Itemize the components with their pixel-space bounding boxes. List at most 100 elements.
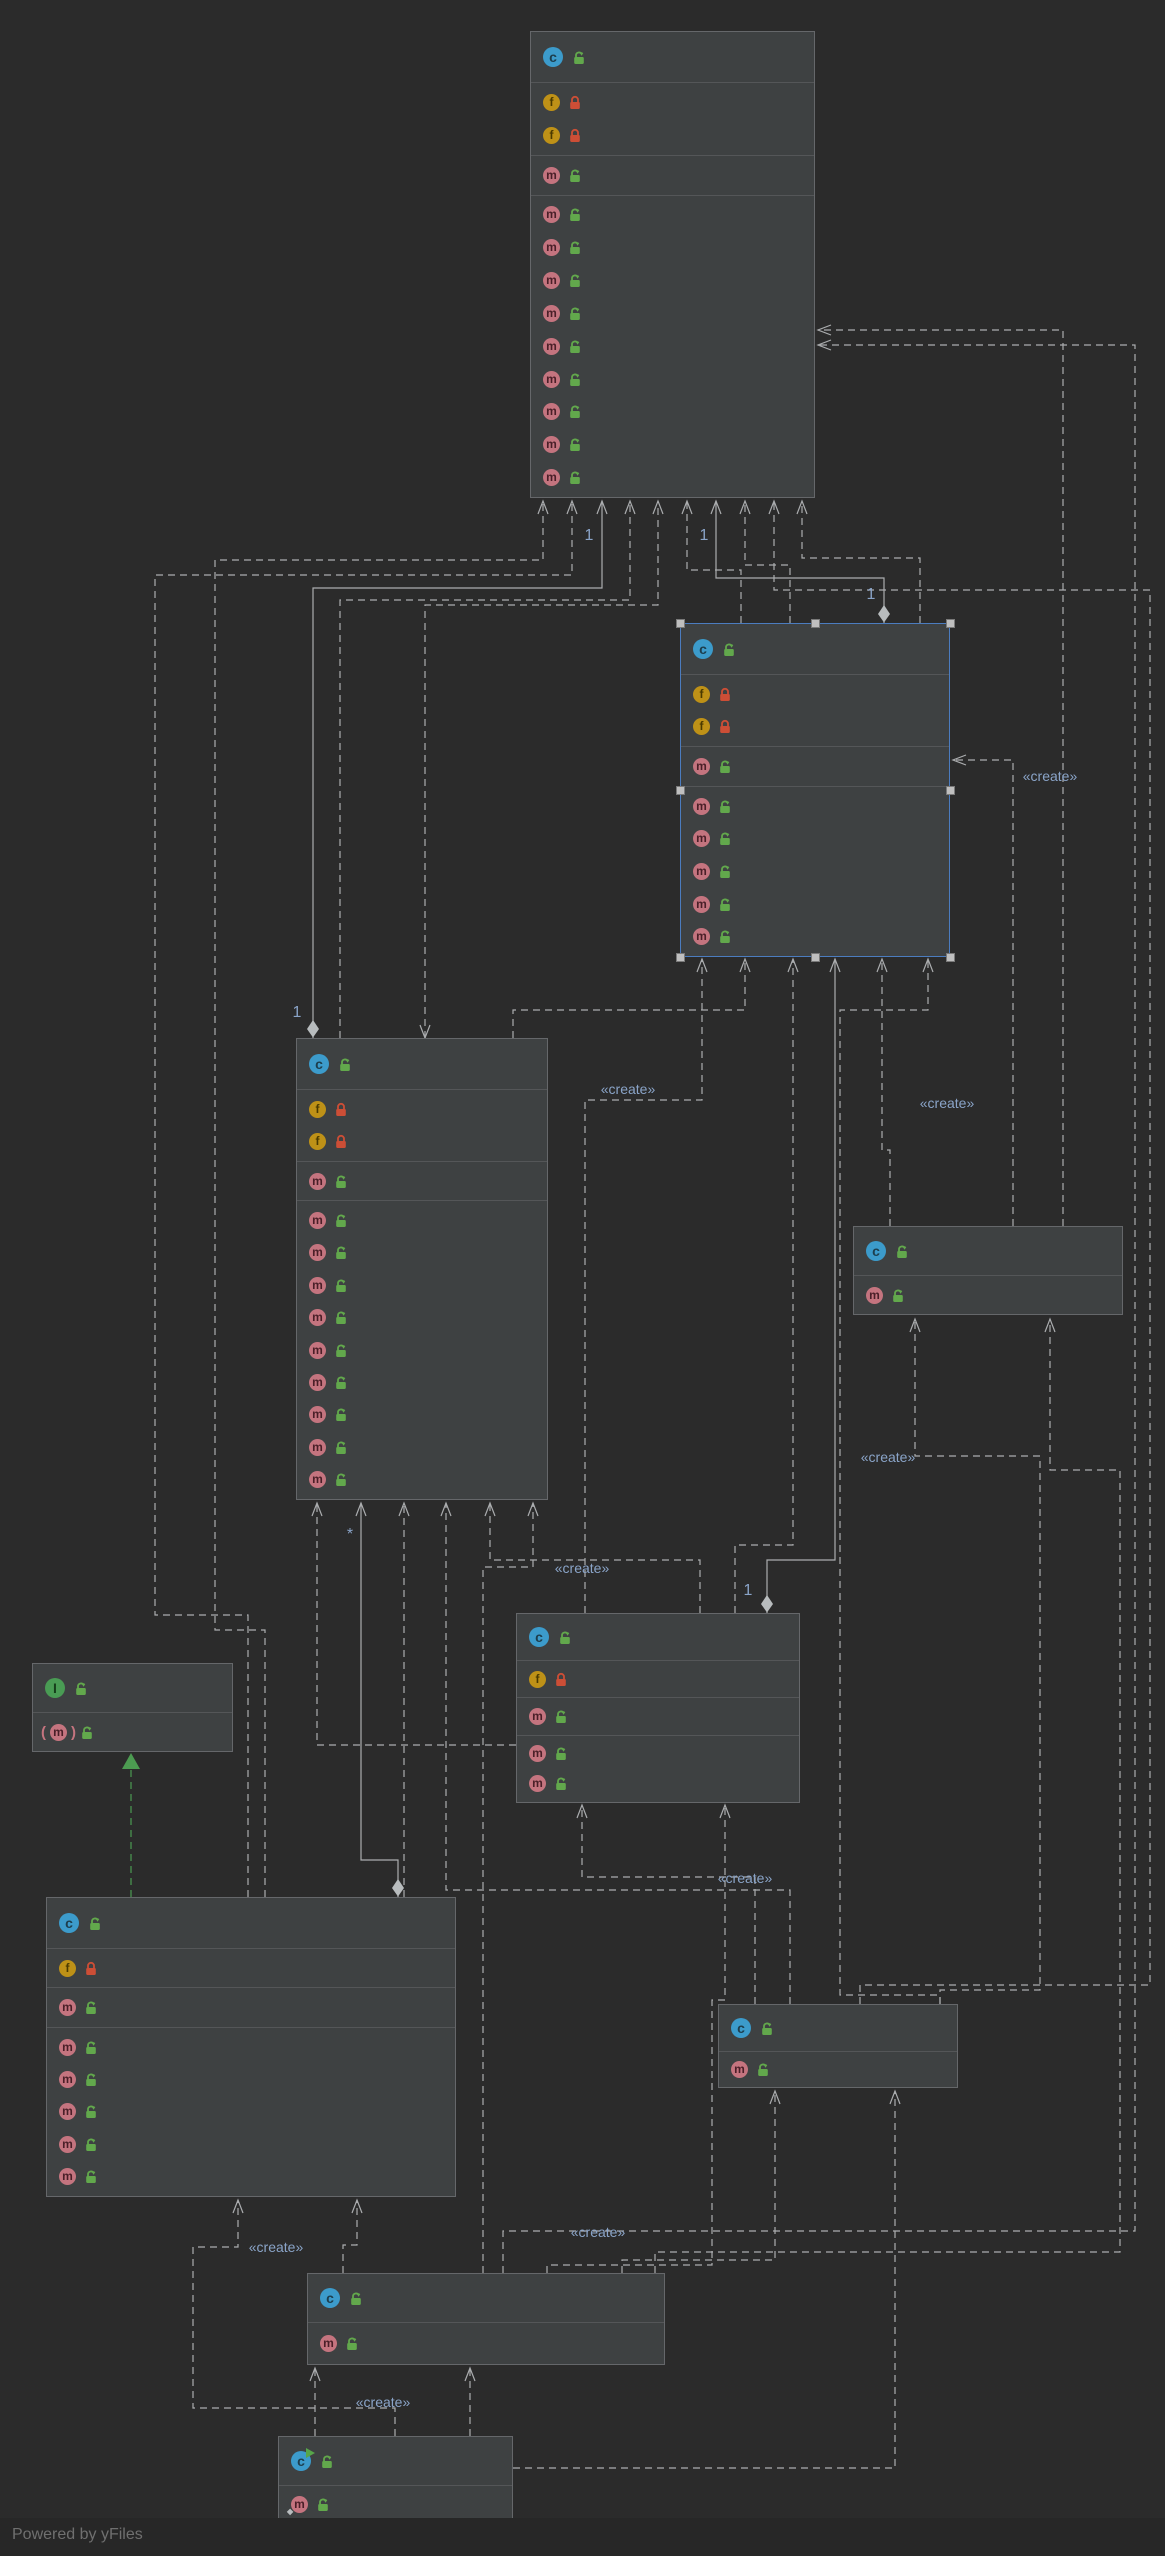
open-arrowhead-icon [232, 2198, 244, 2214]
member-row: m [297, 1165, 547, 1197]
class-header[interactable]: c [531, 32, 814, 82]
class-icon: c [543, 47, 563, 67]
public-lock-icon [570, 406, 580, 419]
open-arrowhead-icon [398, 1501, 410, 1517]
selection-handle[interactable] [945, 952, 955, 962]
ctors-compartment: m [681, 746, 949, 786]
member-row: m [297, 1431, 547, 1463]
class-node-function[interactable]: I (m) [32, 1663, 233, 1752]
dependency-edge [621, 2091, 776, 2273]
public-lock-icon [336, 1279, 346, 1292]
selection-handle[interactable] [945, 785, 955, 795]
class-header[interactable]: c [854, 1227, 1122, 1275]
class-header[interactable]: c [47, 1898, 455, 1948]
method-icon: m [320, 2335, 337, 2352]
dependency-edge [316, 1503, 516, 1746]
method-icon: m [59, 2070, 76, 2088]
open-arrowhead-icon [355, 1501, 367, 1517]
private-lock-icon [556, 1672, 566, 1686]
member-row: m [681, 855, 949, 888]
dependency-edge [686, 501, 742, 623]
ctors-compartment: m [517, 1697, 799, 1734]
class-header[interactable]: c [297, 1039, 547, 1089]
method-icon: m [529, 1707, 546, 1725]
field-icon: f [529, 1670, 546, 1688]
selection-handle[interactable] [945, 618, 955, 628]
public-lock-icon [347, 2337, 357, 2350]
dependency-edge [424, 501, 659, 1038]
open-arrowhead-icon [787, 957, 799, 973]
open-arrowhead-icon [909, 1317, 921, 1333]
public-lock-icon [336, 1214, 346, 1227]
class-header[interactable]: c [308, 2274, 664, 2322]
status-bar: Powered by yFiles [0, 2518, 1165, 2556]
public-lock-icon [570, 340, 580, 353]
method-icon: m [309, 1309, 326, 1327]
public-lock-icon [570, 241, 580, 255]
field-icon: f [59, 1959, 76, 1977]
public-lock-icon [336, 1409, 346, 1422]
method-icon: m [693, 928, 710, 946]
member-row: m [531, 330, 814, 363]
ctors-compartment: m [47, 1987, 455, 2026]
create-stereotype-label: «create» [555, 1560, 610, 1576]
member-row: m [297, 1366, 547, 1398]
triangle-arrowhead-icon [122, 1753, 140, 1769]
multiplicity-label: 1 [700, 527, 709, 544]
class-header[interactable]: c [279, 2437, 512, 2485]
class-icon: c [693, 639, 713, 659]
member-row: m [47, 2096, 455, 2128]
public-lock-icon [720, 760, 730, 774]
multiplicity-label: 1 [585, 527, 594, 544]
private-lock-icon [570, 95, 580, 109]
class-header[interactable]: I [33, 1664, 232, 1712]
open-arrowhead-icon [1044, 1317, 1056, 1333]
open-arrowhead-icon [576, 1803, 588, 1819]
class-icon: c [866, 1241, 886, 1261]
method-icon: m [543, 436, 560, 454]
create-stereotype-label: «create» [249, 2239, 304, 2255]
selection-handle[interactable] [675, 952, 685, 962]
class-header[interactable]: c [517, 1614, 799, 1660]
dependency-edge [734, 959, 794, 1613]
selection-handle[interactable] [810, 952, 820, 962]
public-lock-icon [570, 307, 580, 320]
aggregation-edge [766, 959, 836, 1613]
member-row: m [531, 159, 814, 192]
member-row: m [531, 231, 814, 264]
class-header[interactable]: c [719, 2005, 957, 2051]
public-lock-icon [336, 1473, 346, 1487]
static-marker: ◆ [287, 2507, 294, 2516]
methods-compartment: m [719, 2051, 957, 2087]
selection-handle[interactable] [810, 618, 820, 628]
multiplicity-label: 1 [867, 586, 876, 603]
methods-compartment: (m) [33, 1712, 232, 1751]
member-row: f [681, 678, 949, 711]
open-arrowhead-icon [829, 957, 841, 973]
member-row: m [308, 2326, 664, 2361]
method-icon: m [543, 272, 560, 290]
class-node-mainclass[interactable]: c m ◆ [278, 2436, 513, 2524]
public-lock-icon [86, 2106, 96, 2119]
selection-handle[interactable] [675, 785, 685, 795]
create-stereotype-label: «create» [861, 1449, 916, 1465]
open-arrowhead-icon [311, 1501, 323, 1517]
field-icon: f [693, 685, 710, 703]
public-lock-icon [318, 2498, 328, 2511]
class-header[interactable]: c [681, 624, 949, 674]
selection-handle[interactable] [675, 618, 685, 628]
